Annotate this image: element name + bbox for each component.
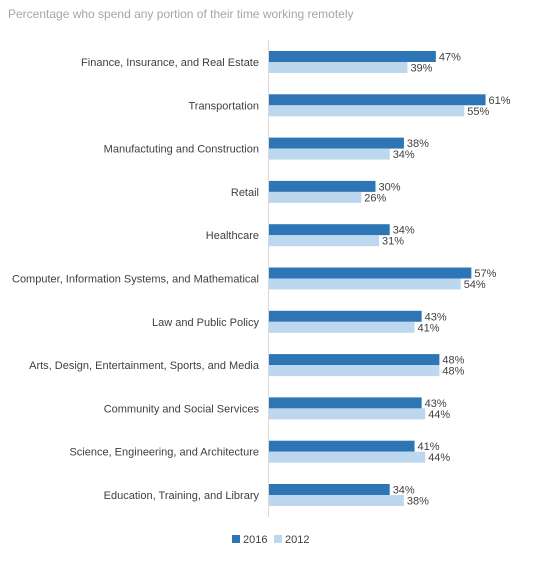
category-group: Transportation 61%55% [188, 94, 511, 118]
data-label-2016: 34% [393, 485, 415, 497]
category-label: Manufactuting and Construction [104, 144, 259, 156]
data-label-2016: 41% [418, 441, 440, 453]
category-group: Healthcare 34%31% [206, 224, 415, 248]
legend-label-2012: 2012 [285, 534, 309, 546]
category-label: Computer, Information Systems, and Mathe… [12, 274, 259, 286]
bar-2016 [269, 267, 472, 279]
legend-label-2016: 2016 [243, 534, 267, 546]
category-group: Community and Social Services 43%44% [104, 397, 450, 421]
bar-2016 [269, 51, 436, 62]
data-label-2012: 44% [428, 409, 450, 421]
data-label-2016: 48% [442, 355, 464, 367]
bar-2012 [269, 105, 465, 117]
bar-2012 [269, 278, 461, 290]
data-label-2016: 30% [379, 181, 401, 193]
bars-layer: Finance, Insurance, and Real Estate 47% 39… [12, 51, 511, 508]
data-label-2012: 39% [410, 63, 432, 75]
data-label-2012: 26% [364, 192, 386, 204]
data-label-2012: 44% [428, 452, 450, 464]
bar-2012 [269, 191, 362, 203]
data-label-2012: 48% [442, 366, 464, 378]
category-group: Education, Training, and Library 34%38% [104, 484, 429, 508]
bar-2012 [269, 408, 426, 420]
category-label: Education, Training, and Library [104, 490, 260, 502]
category-label: Community and Social Services [104, 403, 260, 415]
data-label-2016: 61% [489, 95, 511, 107]
data-label-2012: 41% [418, 322, 440, 334]
bar-2016 [269, 397, 422, 409]
category-label: Law and Public Policy [152, 317, 260, 329]
bar-2012 [269, 451, 426, 463]
data-label-2016: 43% [425, 398, 447, 410]
category-label: Healthcare [206, 230, 259, 242]
legend: 2016 2012 [232, 534, 309, 546]
data-label-2012: 31% [382, 236, 404, 248]
bar-2012 [269, 321, 415, 333]
bar-2016 [269, 310, 422, 322]
legend-swatch-2012 [274, 535, 282, 543]
bar-2016 [269, 94, 486, 106]
category-group: Law and Public Policy 43%41% [152, 310, 447, 334]
category-label: Transportation [188, 100, 259, 112]
bar-2016 [269, 180, 376, 192]
data-label-2016: 38% [407, 138, 429, 150]
data-label-2012: 38% [407, 496, 429, 508]
data-label-2012: 54% [464, 279, 486, 291]
category-group: Arts, Design, Entertainment, Sports, and… [29, 354, 465, 378]
bar-2012 [269, 365, 440, 377]
category-group: Computer, Information Systems, and Mathe… [12, 267, 497, 291]
legend-swatch-2016 [232, 535, 240, 543]
bar-2012 [269, 62, 408, 73]
bar-2012 [269, 235, 380, 247]
bar-2016 [269, 224, 390, 236]
category-label: Arts, Design, Entertainment, Sports, and… [29, 360, 260, 372]
category-group: Finance, Insurance, and Real Estate 47% 39… [81, 51, 461, 75]
bar-2016 [269, 354, 440, 366]
data-label-2016: 47% [439, 52, 461, 64]
category-group: Manufactuting and Construction 38%34% [104, 137, 429, 161]
data-label-2016: 34% [393, 225, 415, 237]
data-label-2016: 57% [474, 268, 496, 280]
data-label-2012: 55% [467, 106, 489, 118]
category-group: Science, Engineering, and Architecture 41… [69, 440, 450, 464]
bar-2012 [269, 495, 404, 506]
bar-2016 [269, 137, 404, 149]
data-label-2012: 34% [393, 149, 415, 161]
bar-2016 [269, 440, 415, 452]
category-label: Science, Engineering, and Architecture [69, 447, 259, 459]
bar-2016 [269, 484, 390, 495]
category-group: Retail 30%26% [231, 180, 401, 204]
chart-title: Percentage who spend any portion of thei… [8, 7, 354, 21]
data-label-2016: 43% [425, 311, 447, 323]
category-label: Finance, Insurance, and Real Estate [81, 57, 259, 69]
category-label: Retail [231, 187, 259, 199]
bar-2012 [269, 148, 390, 160]
